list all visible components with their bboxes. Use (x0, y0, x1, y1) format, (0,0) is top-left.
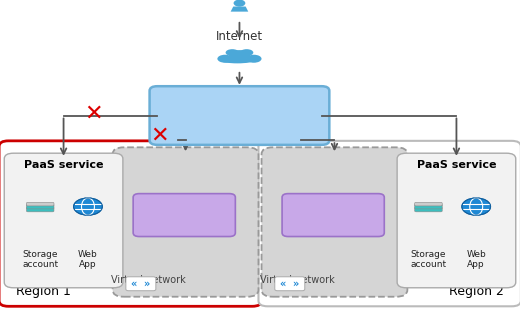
FancyBboxPatch shape (275, 277, 305, 291)
FancyBboxPatch shape (397, 153, 516, 288)
Polygon shape (231, 7, 248, 12)
FancyBboxPatch shape (27, 207, 54, 212)
Text: Workload: Workload (306, 209, 361, 222)
FancyBboxPatch shape (262, 147, 407, 297)
Ellipse shape (226, 49, 239, 56)
Ellipse shape (221, 58, 254, 63)
Ellipse shape (240, 49, 253, 56)
Text: Virtual network: Virtual network (259, 275, 334, 285)
FancyBboxPatch shape (113, 147, 258, 297)
Text: PaaS service: PaaS service (23, 160, 103, 170)
Text: Workload: Workload (157, 209, 212, 222)
FancyBboxPatch shape (414, 207, 442, 212)
FancyBboxPatch shape (4, 153, 123, 288)
FancyBboxPatch shape (282, 194, 384, 237)
Text: ✕: ✕ (151, 126, 169, 146)
Text: Region 1: Region 1 (16, 285, 71, 298)
Text: Storage
account: Storage account (22, 250, 58, 269)
FancyBboxPatch shape (414, 204, 442, 209)
FancyBboxPatch shape (27, 202, 54, 206)
Circle shape (74, 198, 102, 215)
FancyBboxPatch shape (150, 86, 329, 145)
Text: Web
App: Web App (466, 250, 486, 269)
FancyBboxPatch shape (258, 141, 520, 306)
Text: PaaS service: PaaS service (417, 160, 497, 170)
Text: Internet: Internet (216, 30, 263, 43)
Ellipse shape (229, 50, 250, 60)
Text: Region 2: Region 2 (449, 285, 504, 298)
Text: Storage
account: Storage account (410, 250, 447, 269)
Circle shape (233, 0, 245, 7)
FancyBboxPatch shape (133, 194, 236, 237)
Text: «  »: « » (131, 279, 150, 289)
FancyBboxPatch shape (27, 204, 54, 209)
FancyBboxPatch shape (414, 202, 442, 206)
Text: Web
App: Web App (78, 250, 98, 269)
Ellipse shape (246, 55, 262, 63)
Text: ✕: ✕ (84, 104, 102, 124)
Text: Global Router: Global Router (164, 106, 315, 125)
FancyBboxPatch shape (0, 141, 262, 306)
Text: Virtual network: Virtual network (111, 275, 186, 285)
Text: «  »: « » (280, 279, 300, 289)
Circle shape (462, 198, 490, 215)
FancyBboxPatch shape (126, 277, 156, 291)
Ellipse shape (217, 55, 233, 63)
